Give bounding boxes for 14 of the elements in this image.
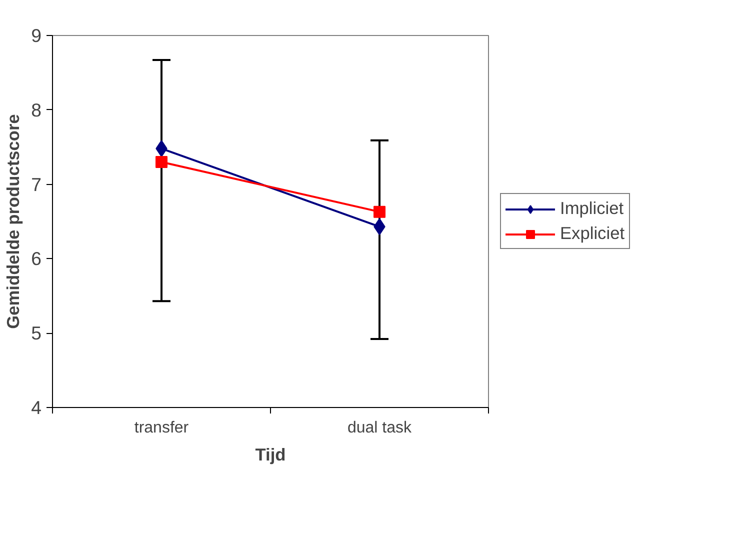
y-tick-label: 6 xyxy=(31,248,42,270)
y-tick-label: 9 xyxy=(31,25,42,46)
x-tick-label: dual task xyxy=(347,420,413,436)
y-axis-title: Gemiddelde productscore xyxy=(3,114,24,329)
y-tick-label: 7 xyxy=(31,174,42,195)
legend-label: Impliciet xyxy=(560,198,624,219)
point xyxy=(374,206,386,218)
legend-label: Expliciet xyxy=(560,223,625,244)
x-axis-title: Tijd xyxy=(255,444,286,464)
y-tick-label: 4 xyxy=(31,397,42,418)
point xyxy=(156,156,168,168)
y-tick-label: 5 xyxy=(31,322,42,344)
x-tick-label: transfer xyxy=(134,420,190,436)
y-tick-label: 8 xyxy=(31,99,42,120)
